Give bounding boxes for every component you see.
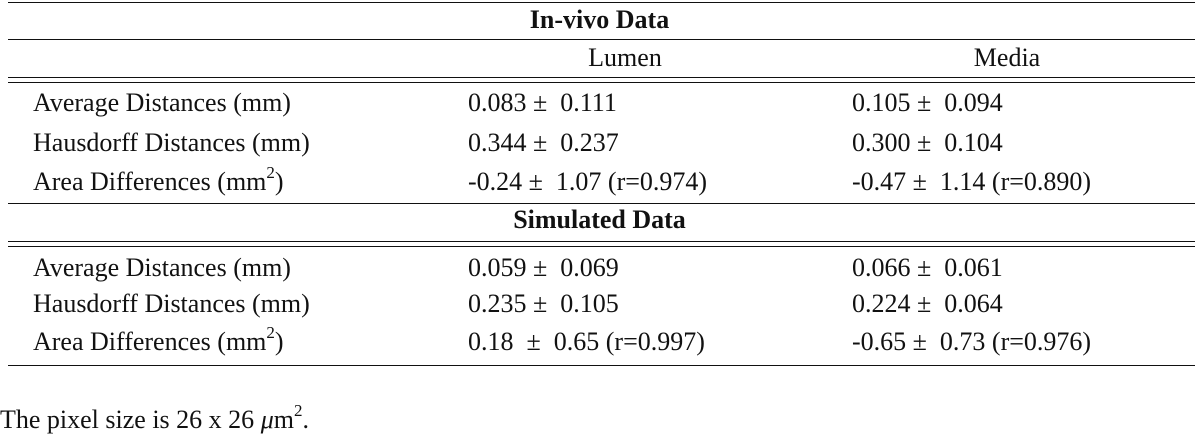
row-label: Hausdorff Distances (mm): [33, 289, 310, 318]
footnote: The pixel size is 26 x 26 μm2.: [0, 402, 309, 435]
rule: [8, 365, 1195, 366]
footnote-text: The pixel size is 26 x 26: [0, 405, 261, 434]
footnote-unit: m: [273, 405, 294, 434]
rule: [8, 39, 1195, 40]
row-label: Average Distances (mm): [33, 88, 291, 117]
lumen-cell: 0.235 ± 0.105: [468, 289, 619, 318]
row-label: Area Differences (mm2): [33, 164, 284, 197]
label-after: ): [274, 327, 284, 356]
row-label: Hausdorff Distances (mm): [33, 128, 310, 157]
section-title: In-vivo Data: [529, 5, 670, 34]
rule: [8, 77, 1195, 78]
column-header: Lumen: [588, 43, 662, 72]
label-text: Area Differences (mm: [33, 167, 267, 196]
label-sup: 2: [266, 323, 275, 343]
media-cell: -0.47 ± 1.14 (r=0.890): [852, 167, 1092, 196]
lumen-cell: 0.18 ± 0.65 (r=0.997): [468, 327, 705, 356]
media-cell: -0.65 ± 0.73 (r=0.976): [852, 327, 1092, 356]
media-cell: 0.224 ± 0.064: [852, 289, 1003, 318]
rule: [8, 241, 1195, 242]
row-label: Area Differences (mm2): [33, 324, 284, 357]
column-header: Media: [973, 43, 1041, 72]
row-label: Average Distances (mm): [33, 253, 291, 282]
lumen-cell: -0.24 ± 1.07 (r=0.974): [468, 167, 708, 196]
rule: [8, 246, 1195, 247]
lumen-cell: 0.083 ± 0.111: [468, 88, 617, 117]
media-cell: 0.300 ± 0.104: [852, 128, 1003, 157]
label-text: Area Differences (mm: [33, 327, 267, 356]
rule: [8, 82, 1195, 83]
rule: [8, 2, 1195, 3]
rule: [8, 203, 1195, 204]
footnote-after: .: [302, 405, 309, 434]
label-after: ): [274, 167, 284, 196]
footnote-mu: μ: [260, 405, 274, 434]
label-sup: 2: [266, 163, 275, 183]
lumen-cell: 0.059 ± 0.069: [468, 253, 619, 282]
footnote-sup: 2: [293, 401, 303, 421]
media-cell: 0.066 ± 0.061: [852, 253, 1003, 282]
media-cell: 0.105 ± 0.094: [852, 88, 1003, 117]
section-title: Simulated Data: [513, 205, 686, 234]
lumen-cell: 0.344 ± 0.237: [468, 128, 619, 157]
